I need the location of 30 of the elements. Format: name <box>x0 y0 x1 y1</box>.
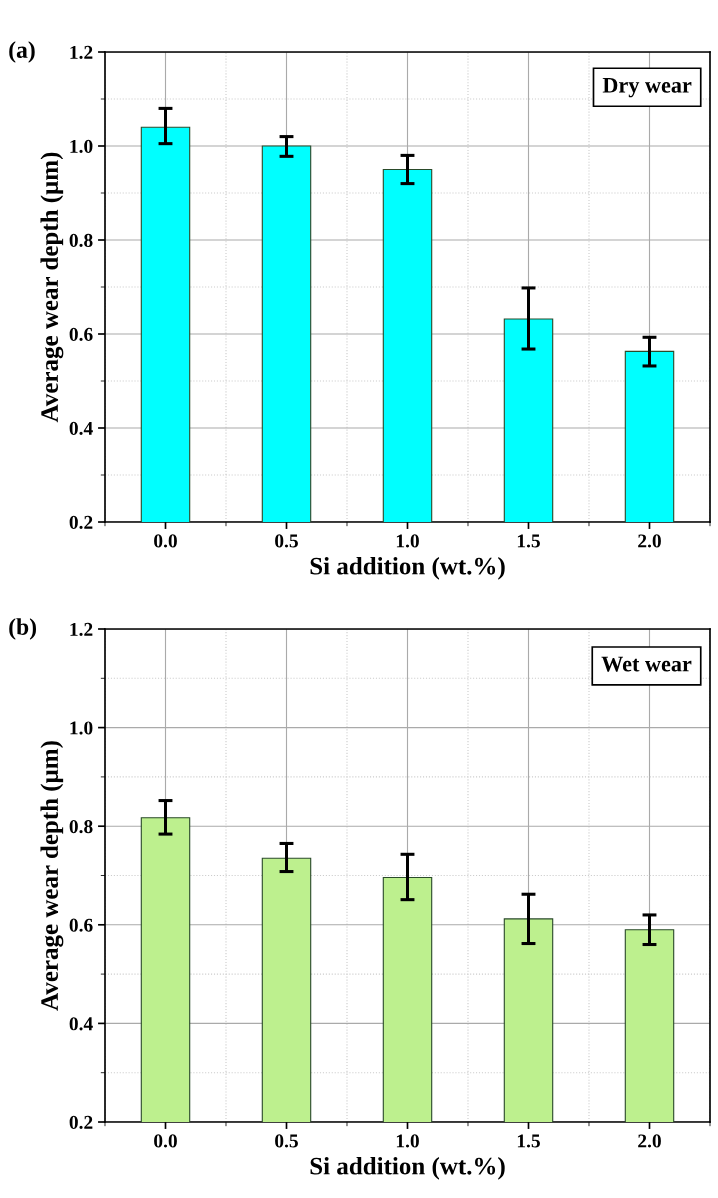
x-tick-label: 1.0 <box>396 1134 419 1148</box>
y-axis-title: Average wear depth (μm) <box>40 152 64 423</box>
y-axis-title: Average wear depth (μm) <box>40 741 64 1011</box>
y-tick-label: 0.4 <box>69 421 93 436</box>
x-tick-label: 0.5 <box>275 1134 298 1148</box>
y-tick-label: 0.8 <box>69 233 93 248</box>
y-tick-label: 0.4 <box>69 1017 93 1031</box>
x-axis-title: Si addition (wt.%) <box>310 1156 505 1180</box>
y-tick-label: 0.6 <box>69 918 93 932</box>
y-tick-label: 0.6 <box>69 327 93 342</box>
chart-title: (a) <box>9 41 35 63</box>
chart-title: (b) <box>9 618 37 640</box>
y-tick-label: 1.0 <box>70 721 93 735</box>
x-axis-title: Si addition (wt.%) <box>310 556 505 580</box>
y-tick-label: 1.2 <box>70 45 93 60</box>
x-tick-label: 0.5 <box>275 534 298 548</box>
annotation: Wet wear <box>601 656 692 672</box>
x-tick-label: 1.0 <box>396 534 419 548</box>
y-tick-label: 0.2 <box>69 1115 93 1130</box>
x-tick-label: 2.0 <box>638 1134 661 1148</box>
x-tick-label: 1.5 <box>517 534 540 548</box>
y-tick-label: 0.8 <box>69 820 93 834</box>
annotation: Dry wear <box>602 77 692 98</box>
x-tick-label: 0.0 <box>154 1134 177 1148</box>
x-tick-label: 0.0 <box>154 534 177 548</box>
y-tick-label: 1.2 <box>70 622 93 637</box>
y-tick-label: 0.2 <box>69 515 93 530</box>
y-tick-label: 1.0 <box>70 139 93 154</box>
x-tick-label: 1.5 <box>517 1134 540 1148</box>
x-tick-label: 2.0 <box>638 534 661 548</box>
